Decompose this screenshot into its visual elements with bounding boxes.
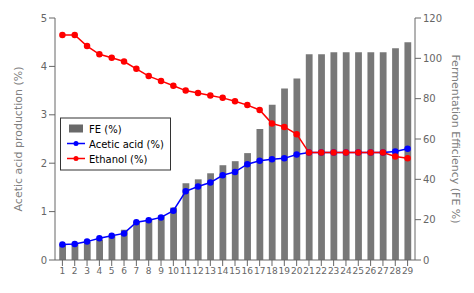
svg-text:14: 14	[217, 266, 229, 276]
svg-text:28: 28	[390, 266, 402, 276]
svg-text:27: 27	[377, 266, 388, 276]
html-text:FE (%): FE (%)	[89, 123, 122, 135]
svg-text:4: 4	[97, 266, 103, 276]
svg-text:24: 24	[340, 266, 352, 276]
svg-text:15: 15	[229, 266, 240, 276]
svg-text:Acetic acid production (%): Acetic acid production (%)	[12, 67, 25, 212]
svg-text:20: 20	[291, 266, 303, 276]
svg-text:16: 16	[242, 266, 254, 276]
svg-text:7: 7	[134, 266, 140, 276]
svg-text:25: 25	[353, 266, 364, 276]
svg-text:22: 22	[316, 266, 327, 276]
svg-text:100: 100	[423, 53, 442, 64]
svg-text:21: 21	[303, 266, 314, 276]
svg-text:23: 23	[328, 266, 339, 276]
svg-text:60: 60	[423, 134, 436, 145]
svg-text:1: 1	[60, 266, 66, 276]
svg-text:11: 11	[180, 266, 191, 276]
svg-text:17: 17	[254, 266, 265, 276]
svg-text:8: 8	[146, 266, 152, 276]
svg-text:2: 2	[41, 158, 47, 169]
svg-text:0: 0	[423, 255, 429, 266]
svg-text:2: 2	[72, 266, 78, 276]
svg-text:1: 1	[41, 206, 47, 217]
svg-text:9: 9	[158, 266, 164, 276]
svg-text:40: 40	[423, 174, 436, 185]
svg-text:3: 3	[41, 109, 47, 120]
svg-text:3: 3	[84, 266, 90, 276]
html-text:Acetic acid (%): Acetic acid (%)	[89, 138, 164, 150]
svg-text:5: 5	[109, 266, 115, 276]
html-text:Ethanol (%): Ethanol (%)	[89, 153, 148, 165]
svg-text:29: 29	[402, 266, 414, 276]
svg-text:6: 6	[121, 266, 127, 276]
svg-text:10: 10	[168, 266, 180, 276]
svg-text:13: 13	[205, 266, 216, 276]
svg-text:26: 26	[365, 266, 377, 276]
svg-text:12: 12	[192, 266, 203, 276]
svg-text:5: 5	[41, 13, 47, 24]
svg-text:18: 18	[266, 266, 278, 276]
svg-text:120: 120	[423, 13, 442, 24]
svg-text:0: 0	[41, 255, 47, 266]
svg-text:19: 19	[279, 266, 291, 276]
svg-text:Fermentation Efficiency (FE %): Fermentation Efficiency (FE %)	[449, 54, 462, 223]
svg-text:4: 4	[41, 61, 47, 72]
svg-text:20: 20	[423, 214, 436, 225]
svg-text:80: 80	[423, 93, 436, 104]
